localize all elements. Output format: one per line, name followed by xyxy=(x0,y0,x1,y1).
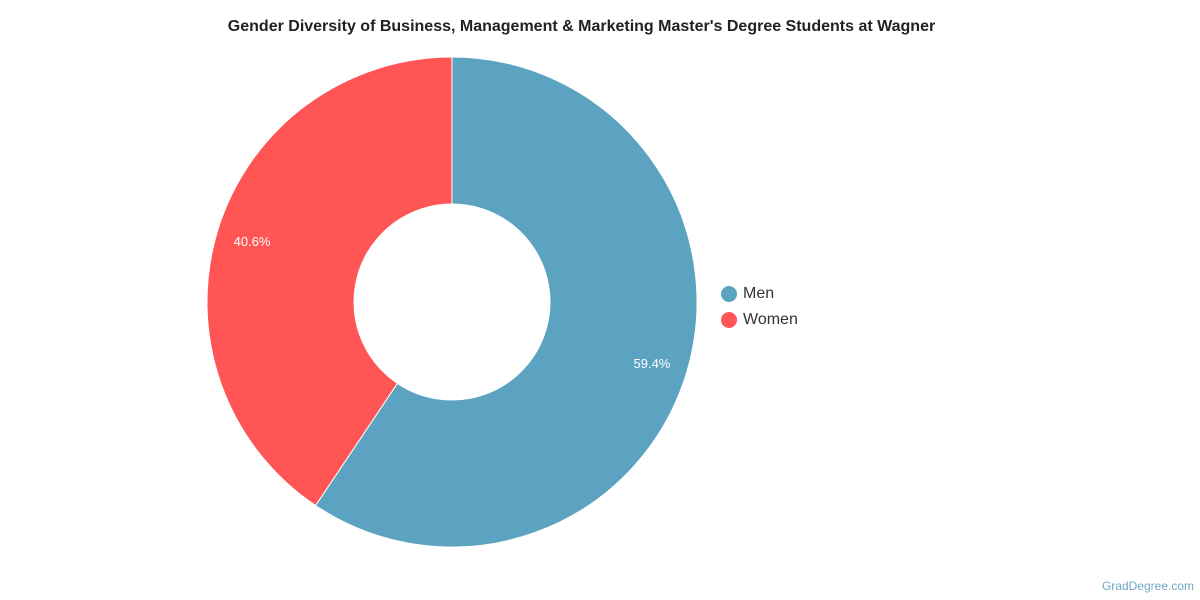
legend-item-women[interactable]: Women xyxy=(721,307,798,333)
data-label-women: 40.6% xyxy=(234,234,271,249)
legend: Men Women xyxy=(721,281,798,333)
slice-men[interactable] xyxy=(314,56,698,548)
watermark-link[interactable]: GradDegree.com xyxy=(1101,579,1194,593)
chart-title: Gender Diversity of Business, Management… xyxy=(227,18,936,35)
legend-swatch-women xyxy=(721,312,737,328)
slice-women[interactable] xyxy=(206,56,453,507)
legend-item-men[interactable]: Men xyxy=(721,281,798,307)
legend-label-women: Women xyxy=(743,311,798,328)
data-label-men: 59.4% xyxy=(634,356,671,371)
legend-swatch-men xyxy=(721,286,737,302)
legend-label-men: Men xyxy=(743,285,775,302)
